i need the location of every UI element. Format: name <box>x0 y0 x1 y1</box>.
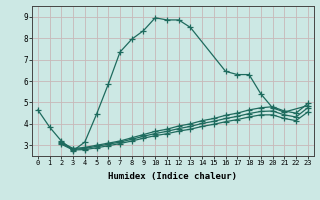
X-axis label: Humidex (Indice chaleur): Humidex (Indice chaleur) <box>108 172 237 181</box>
